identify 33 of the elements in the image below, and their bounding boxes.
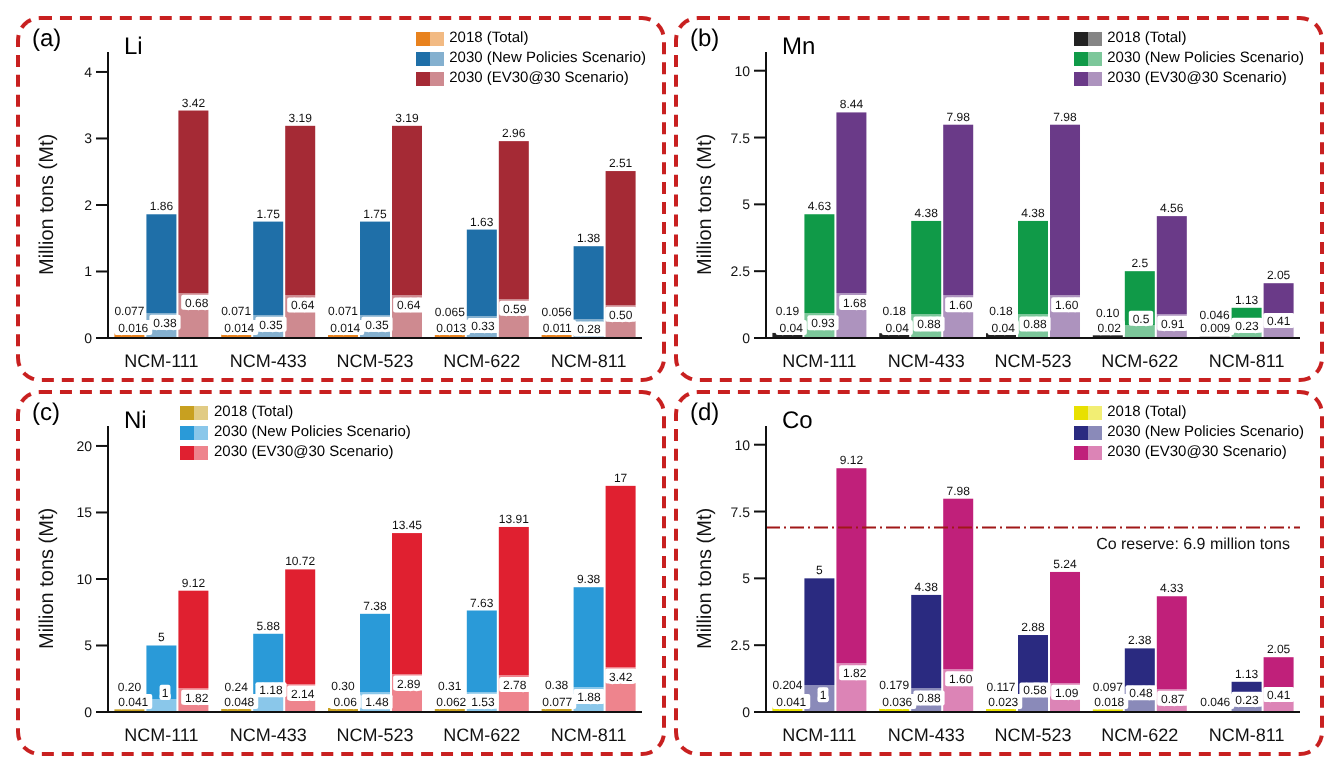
x-tick-label: NCM-622: [443, 724, 521, 745]
x-tick-label: NCM-433: [229, 350, 307, 371]
y-axis-title: Million tons (Mt): [37, 133, 60, 275]
y-axis-title: Million tons (Mt): [695, 133, 718, 275]
x-tick-label: NCM-622: [1101, 724, 1179, 745]
y-axis-title: Million tons (Mt): [37, 507, 60, 649]
text: (a): [32, 24, 62, 52]
x-tick-label: NCM-811: [550, 350, 627, 371]
x-tick-label: NCM-523: [336, 724, 414, 745]
text: (d): [690, 398, 720, 426]
x-tick-label: NCM-811: [1208, 350, 1285, 371]
x-tick-label: NCM-111: [782, 350, 857, 371]
text: (b): [690, 24, 720, 52]
x-tick-label: NCM-111: [782, 724, 857, 745]
x-tick-label: NCM-523: [336, 350, 414, 371]
x-tick-label: NCM-433: [229, 724, 307, 745]
x-tick-label: NCM-811: [550, 724, 627, 745]
x-tick-label: NCM-523: [994, 350, 1072, 371]
x-tick-label: NCM-811: [1208, 724, 1285, 745]
x-tick-label: NCM-622: [1101, 350, 1179, 371]
x-tick-label: NCM-433: [887, 724, 965, 745]
chart-title: Li: [124, 32, 143, 60]
x-tick-label: NCM-111: [124, 350, 199, 371]
text: (c): [32, 398, 60, 426]
x-tick-label: NCM-433: [887, 350, 965, 371]
x-tick-label: NCM-111: [124, 724, 199, 745]
chart-title: Mn: [782, 32, 816, 60]
ref-line-label: Co reserve: 6.9 million tons: [1096, 534, 1290, 553]
chart-title: Ni: [124, 406, 147, 434]
chart-title: Co: [782, 406, 813, 434]
x-tick-label: NCM-622: [443, 350, 521, 371]
x-tick-label: NCM-523: [994, 724, 1072, 745]
y-axis-title: Million tons (Mt): [695, 507, 718, 649]
